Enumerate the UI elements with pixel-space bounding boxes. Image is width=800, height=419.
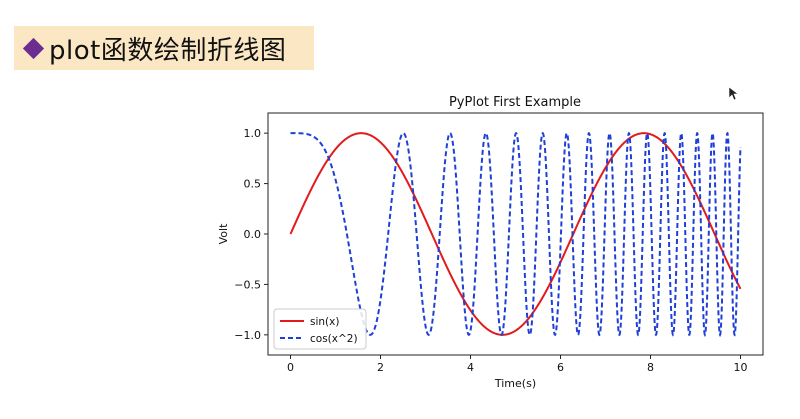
y-axis-label: Volt (217, 223, 230, 244)
slide-title: plot函数绘制折线图 (49, 35, 287, 66)
chart-title: PyPlot First Example (449, 95, 581, 110)
y-tick-label: 0.5 (244, 178, 262, 191)
y-tick-label: 1.0 (244, 127, 262, 140)
x-tick-label: 0 (287, 361, 294, 374)
x-tick-label: 4 (467, 361, 474, 374)
y-tick-label: −0.5 (234, 278, 261, 291)
legend-label: sin(x) (310, 316, 339, 328)
legend-label: cos(x^2) (310, 333, 358, 345)
x-axis-label: Time(s) (494, 377, 536, 390)
x-tick-label: 2 (377, 361, 384, 374)
slide-title-banner: plot函数绘制折线图 (14, 26, 314, 70)
series-line-sin (289, 132, 742, 336)
x-tick-label: 10 (734, 361, 748, 374)
x-tick-label: 8 (647, 361, 654, 374)
mouse-cursor-icon (728, 86, 739, 101)
series-line-cos (290, 131, 742, 338)
y-tick-label: 0.0 (244, 228, 262, 241)
legend: sin(x) cos(x^2) (273, 308, 367, 350)
x-tick-label: 6 (557, 361, 564, 374)
y-tick-label: −1.0 (234, 329, 261, 342)
